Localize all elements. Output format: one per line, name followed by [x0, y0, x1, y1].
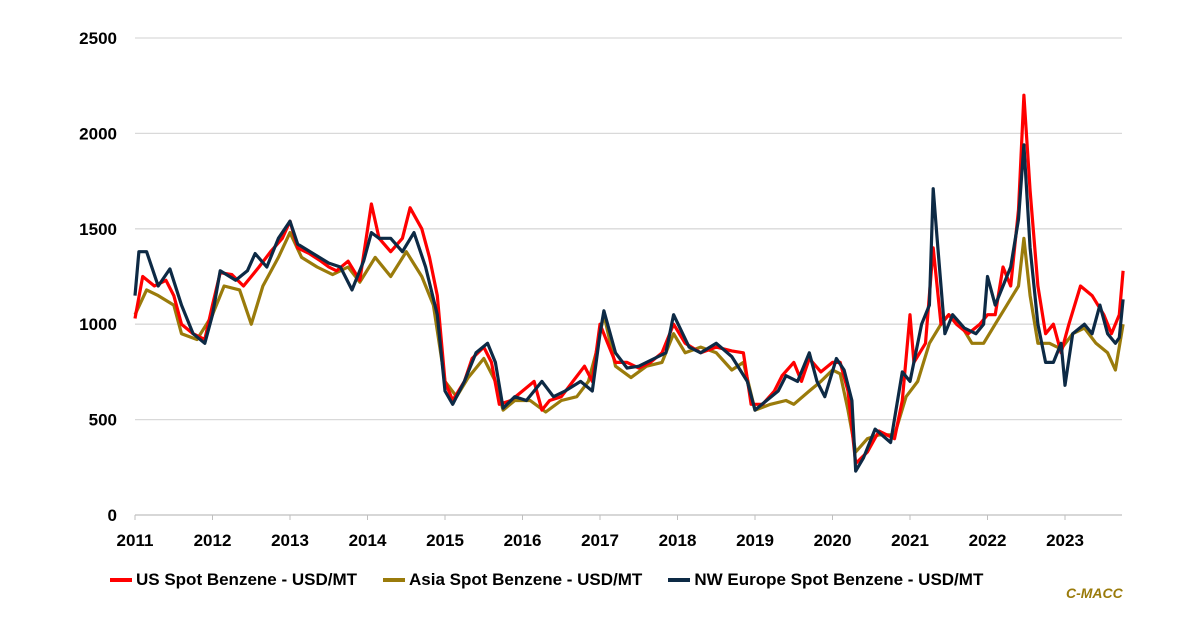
- y-tick-label: 2000: [79, 124, 117, 143]
- legend: US Spot Benzene - USD/MT Asia Spot Benze…: [110, 570, 983, 590]
- x-tick-label: 2023: [1046, 531, 1084, 550]
- y-tick-label: 1000: [79, 315, 117, 334]
- source-logo-text: C-MACC: [1066, 585, 1123, 601]
- legend-label: NW Europe Spot Benzene - USD/MT: [694, 570, 984, 589]
- us-series-line: [133, 93, 1125, 466]
- x-tick-label: 2014: [349, 531, 387, 550]
- legend-swatch: [383, 578, 406, 582]
- y-tick-label: 0: [108, 506, 117, 525]
- y-tick-label: 1500: [79, 220, 117, 239]
- legend-swatch: [668, 578, 691, 582]
- x-tick-label: 2020: [814, 531, 852, 550]
- x-tick-label: 2016: [504, 531, 542, 550]
- x-tick-label: 2019: [736, 531, 774, 550]
- legend-item-nw-europe: NW Europe Spot Benzene - USD/MT: [668, 570, 983, 590]
- x-tick-label: 2015: [426, 531, 464, 550]
- legend-item-us: US Spot Benzene - USD/MT: [110, 570, 357, 590]
- legend-label: Asia Spot Benzene - USD/MT: [409, 570, 643, 589]
- y-tick-label: 2500: [79, 29, 117, 48]
- x-tick-label: 2017: [581, 531, 619, 550]
- x-tick-label: 2022: [969, 531, 1007, 550]
- x-tick-label: 2018: [659, 531, 697, 550]
- legend-label: US Spot Benzene - USD/MT: [136, 570, 358, 589]
- nw-europe-series-line: [133, 143, 1125, 473]
- legend-swatch: [110, 578, 132, 582]
- legend-item-asia: Asia Spot Benzene - USD/MT: [383, 570, 642, 590]
- x-tick-label: 2013: [271, 531, 309, 550]
- y-tick-label: 500: [89, 411, 117, 430]
- x-tick-label: 2021: [891, 531, 929, 550]
- x-tick-label: 2011: [117, 531, 154, 550]
- x-tick-label: 2012: [194, 531, 232, 550]
